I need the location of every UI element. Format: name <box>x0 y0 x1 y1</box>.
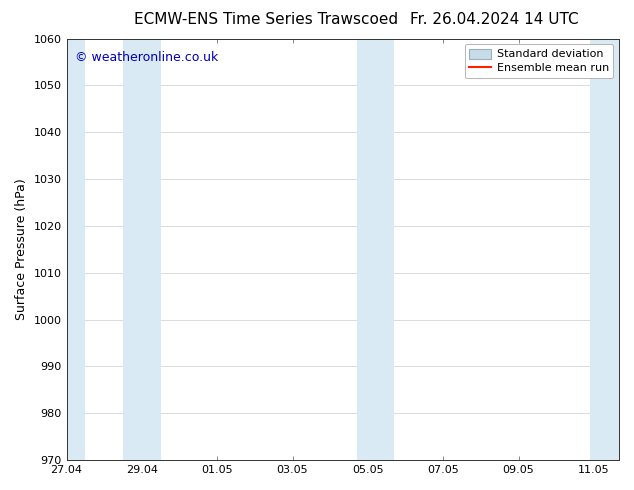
Y-axis label: Surface Pressure (hPa): Surface Pressure (hPa) <box>15 178 28 320</box>
Text: © weatheronline.co.uk: © weatheronline.co.uk <box>75 51 218 64</box>
Legend: Standard deviation, Ensemble mean run: Standard deviation, Ensemble mean run <box>465 44 614 78</box>
Bar <box>590 39 624 460</box>
Text: ECMW-ENS Time Series Trawscoed: ECMW-ENS Time Series Trawscoed <box>134 12 398 27</box>
Text: Fr. 26.04.2024 14 UTC: Fr. 26.04.2024 14 UTC <box>410 12 579 27</box>
Bar <box>63 39 86 460</box>
Bar <box>123 39 160 460</box>
Bar <box>356 39 394 460</box>
